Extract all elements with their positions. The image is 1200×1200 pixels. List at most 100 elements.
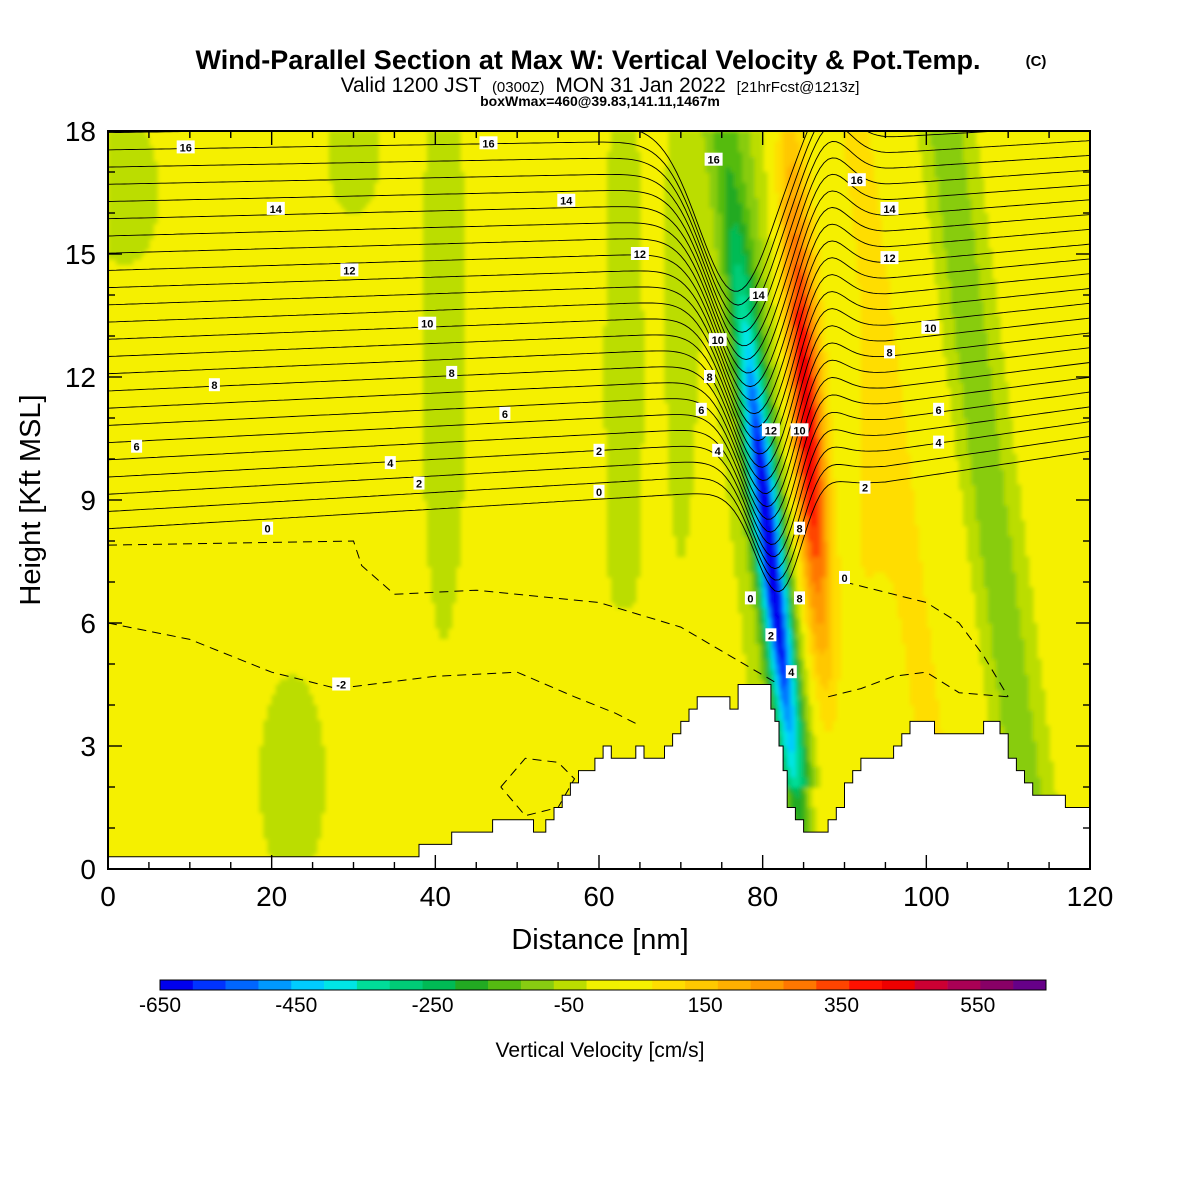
w-cell <box>312 828 318 834</box>
w-cell <box>611 587 616 593</box>
w-cell <box>361 141 367 147</box>
w-cell <box>758 479 764 486</box>
w-cell <box>435 428 441 434</box>
w-cell <box>435 551 441 557</box>
w-cell <box>427 382 432 388</box>
w-cell <box>279 771 285 778</box>
w-cell <box>746 412 751 419</box>
w-cell <box>717 315 723 322</box>
w-cell <box>288 766 293 773</box>
w-cell <box>459 428 465 434</box>
w-cell <box>631 587 637 593</box>
w-cell <box>259 802 265 809</box>
w-cell <box>762 623 768 629</box>
w-cell <box>770 566 776 573</box>
w-cell <box>455 474 461 481</box>
w-cell <box>431 131 436 137</box>
w-cell <box>631 459 637 465</box>
w-cell <box>435 371 441 378</box>
w-cell <box>762 530 768 537</box>
w-cell <box>144 136 150 142</box>
w-cell <box>431 279 436 286</box>
w-cell <box>697 136 702 142</box>
w-cell <box>635 459 641 465</box>
w-cell <box>611 392 616 399</box>
w-cell <box>631 510 637 516</box>
w-cell <box>447 423 453 429</box>
w-cell <box>680 161 686 168</box>
w-cell <box>758 412 764 419</box>
w-cell <box>320 807 326 814</box>
w-cell <box>431 351 436 358</box>
w-cell <box>439 377 445 383</box>
w-cell <box>746 228 751 235</box>
w-cell <box>766 623 772 629</box>
w-cell <box>627 515 633 522</box>
w-cell <box>435 402 441 409</box>
w-cell <box>668 207 674 214</box>
w-cell <box>275 761 281 768</box>
w-cell <box>758 151 764 158</box>
w-cell <box>308 828 314 834</box>
w-cell <box>279 689 285 696</box>
w-cell <box>766 494 772 501</box>
w-cell <box>635 325 641 332</box>
w-cell <box>762 438 768 445</box>
w-cell <box>341 131 346 137</box>
w-cell <box>439 520 445 527</box>
w-cell <box>288 705 293 711</box>
w-cell <box>676 474 682 481</box>
w-cell <box>750 566 756 573</box>
w-cell <box>717 361 723 368</box>
w-cell <box>611 269 616 276</box>
w-cell <box>689 254 694 260</box>
w-cell <box>758 428 764 434</box>
w-cell <box>623 320 629 327</box>
w-cell <box>684 289 690 296</box>
w-cell <box>779 623 784 629</box>
w-cell <box>758 525 764 532</box>
w-cell <box>758 274 764 281</box>
w-cell <box>607 305 612 311</box>
w-cell <box>619 392 625 399</box>
w-cell <box>750 638 756 645</box>
w-cell <box>296 838 301 844</box>
w-cell <box>631 151 637 158</box>
w-cell <box>676 489 682 496</box>
w-cell <box>774 658 780 665</box>
w-cell <box>353 182 359 188</box>
w-cell <box>288 735 293 742</box>
w-cell <box>664 248 670 255</box>
w-cell <box>672 289 678 296</box>
w-cell <box>603 397 608 404</box>
w-cell <box>128 233 134 240</box>
w-cell <box>705 166 711 173</box>
w-cell <box>108 136 113 142</box>
w-cell <box>423 448 428 455</box>
w-cell <box>758 320 764 327</box>
w-cell <box>300 751 305 757</box>
w-cell <box>275 838 281 844</box>
w-cell <box>435 377 441 383</box>
w-cell <box>459 407 465 414</box>
w-cell <box>750 213 756 219</box>
w-cell <box>451 428 457 434</box>
w-cell <box>689 161 694 168</box>
w-cell <box>455 530 461 537</box>
w-cell <box>774 172 780 178</box>
w-cell <box>697 187 702 194</box>
w-cell <box>693 336 698 342</box>
w-cell <box>635 551 641 557</box>
w-cell <box>664 351 670 358</box>
w-cell <box>783 674 788 680</box>
w-cell <box>619 546 625 552</box>
w-cell <box>742 612 747 619</box>
w-cell <box>766 582 772 588</box>
w-cell <box>774 653 780 660</box>
w-cell <box>116 213 121 219</box>
w-cell <box>427 166 432 173</box>
w-cell <box>423 172 428 178</box>
w-cell <box>431 453 436 460</box>
w-cell <box>619 177 625 183</box>
w-cell <box>607 489 612 496</box>
